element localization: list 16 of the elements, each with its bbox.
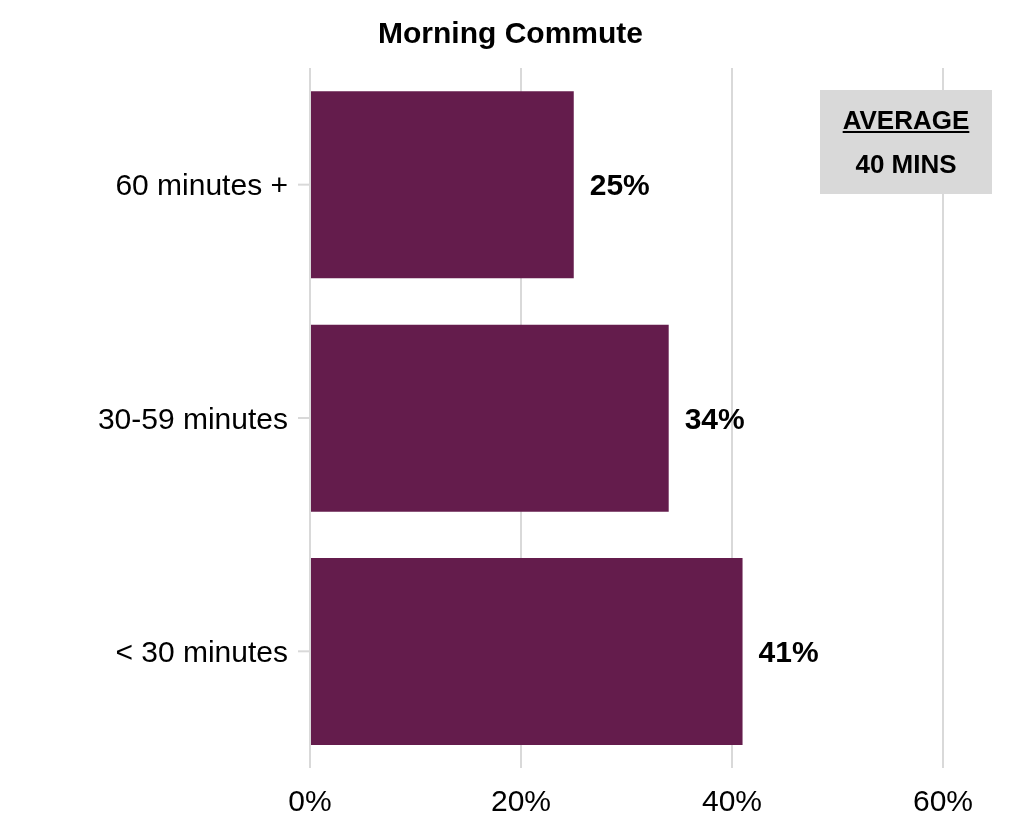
y-tick-label: 60 minutes +	[115, 168, 288, 202]
y-tick-label: < 30 minutes	[115, 634, 288, 668]
bar	[310, 91, 574, 279]
x-tick-label: 60%	[912, 784, 974, 818]
x-tick-label: 20%	[490, 784, 552, 818]
x-tick-label: 0%	[288, 784, 332, 818]
bar	[310, 324, 669, 512]
data-label: 34%	[684, 401, 745, 435]
data-label: 25%	[589, 168, 650, 202]
bar	[310, 558, 743, 745]
data-label: 41%	[758, 635, 819, 669]
y-tick-label: 30-59 minutes	[97, 401, 288, 435]
annotation: AVERAGE	[841, 104, 971, 137]
annotation: 40 MINS	[854, 148, 958, 181]
x-tick-label: 40%	[701, 784, 763, 818]
chart-title: Morning Commute	[377, 16, 644, 50]
